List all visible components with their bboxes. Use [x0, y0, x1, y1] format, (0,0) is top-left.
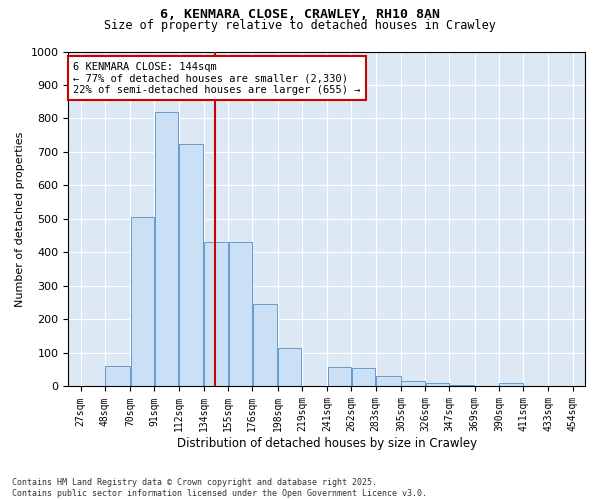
Bar: [499, 383, 523, 386]
Bar: [425, 383, 449, 386]
Y-axis label: Number of detached properties: Number of detached properties: [15, 132, 25, 306]
Bar: [450, 385, 474, 386]
Bar: [328, 368, 351, 386]
Bar: [229, 242, 252, 386]
Bar: [278, 348, 301, 387]
Bar: [131, 218, 154, 386]
Bar: [179, 144, 203, 386]
Bar: [401, 381, 425, 386]
Bar: [105, 366, 130, 386]
Text: 6, KENMARA CLOSE, CRAWLEY, RH10 8AN: 6, KENMARA CLOSE, CRAWLEY, RH10 8AN: [160, 8, 440, 20]
X-axis label: Distribution of detached houses by size in Crawley: Distribution of detached houses by size …: [176, 437, 477, 450]
Bar: [376, 376, 401, 386]
Text: Contains HM Land Registry data © Crown copyright and database right 2025.
Contai: Contains HM Land Registry data © Crown c…: [12, 478, 427, 498]
Bar: [352, 368, 375, 386]
Bar: [155, 112, 178, 386]
Bar: [253, 304, 277, 386]
Text: 6 KENMARA CLOSE: 144sqm
← 77% of detached houses are smaller (2,330)
22% of semi: 6 KENMARA CLOSE: 144sqm ← 77% of detache…: [73, 62, 361, 94]
Text: Size of property relative to detached houses in Crawley: Size of property relative to detached ho…: [104, 19, 496, 32]
Bar: [205, 242, 227, 386]
